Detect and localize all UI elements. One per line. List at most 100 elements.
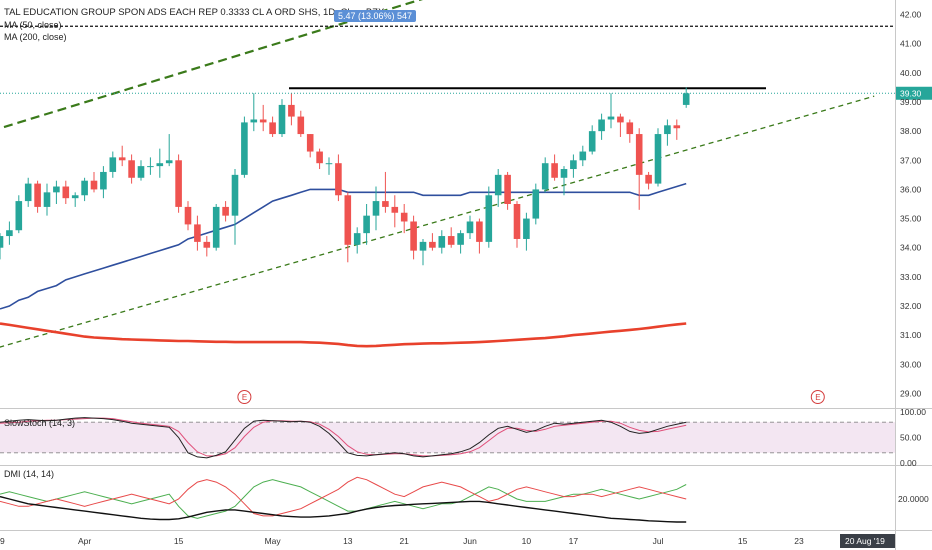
candle — [241, 116, 248, 178]
candle-body — [71, 195, 79, 199]
ma50-line — [0, 182, 687, 310]
candle-body — [43, 192, 51, 207]
candle — [494, 169, 502, 207]
candle-body — [109, 157, 117, 172]
candle-body — [269, 122, 276, 135]
candle-body — [391, 206, 399, 213]
candle — [485, 186, 493, 248]
candle-body — [194, 224, 201, 242]
price-tick-label: 36.00 — [900, 184, 922, 194]
candle-body — [419, 241, 427, 251]
candle-body — [53, 186, 60, 193]
candle-body — [128, 160, 135, 178]
candle — [269, 116, 276, 137]
time-tick-label: Apr — [78, 536, 91, 546]
dmi-plus-line — [0, 479, 687, 519]
candle-body — [485, 195, 493, 242]
candle-body — [222, 206, 229, 216]
candle — [175, 154, 182, 213]
candle-body — [400, 212, 408, 222]
last-price-tag — [896, 86, 932, 100]
candle-body — [523, 218, 530, 239]
candle — [194, 215, 201, 251]
candle — [231, 169, 239, 245]
dmi-legend[interactable]: DMI (14, 14) — [4, 469, 55, 479]
candle — [457, 230, 464, 254]
candle-body — [24, 183, 32, 202]
candle-body — [231, 174, 239, 216]
price-tick-label: 30.00 — [900, 359, 922, 369]
candle-body — [306, 134, 314, 152]
candle-body — [184, 206, 192, 225]
price-tick-label: 32.00 — [900, 301, 922, 311]
candle — [363, 204, 370, 245]
candle — [429, 233, 436, 251]
candle — [654, 128, 662, 187]
candle — [391, 195, 399, 228]
stoch-tick-label: 100.00 — [900, 407, 926, 417]
candle — [137, 160, 145, 181]
axes: 42.00 41.00 40.00 39.00 38.00 37.00 36.00 35.00… — [0, 10, 929, 548]
candle-body — [81, 180, 88, 196]
time-tick-label: 10 — [522, 536, 532, 546]
candle — [288, 93, 295, 126]
candle-body — [410, 221, 417, 251]
stoch-k-line — [0, 417, 687, 459]
candle-body — [541, 163, 549, 190]
candle — [250, 93, 258, 132]
candle-body — [344, 195, 352, 245]
candle — [617, 113, 624, 137]
price-tick-label: 29.00 — [900, 388, 922, 398]
candle — [335, 154, 342, 202]
candle-body — [335, 163, 342, 196]
candle — [523, 212, 530, 251]
candle-body — [203, 241, 211, 248]
dmi-minus-line — [0, 476, 687, 517]
candle-body — [382, 201, 389, 207]
candle-body — [316, 151, 323, 164]
price-tick-label: 31.00 — [900, 330, 922, 340]
candle — [635, 128, 643, 210]
candle — [306, 134, 314, 158]
candle-body — [62, 186, 70, 199]
stoch-band — [0, 422, 895, 453]
candle — [62, 180, 70, 204]
candle-body — [325, 163, 333, 165]
candle-body — [175, 160, 182, 207]
candle-body — [626, 122, 634, 135]
candle-body — [250, 119, 258, 123]
candle — [664, 119, 671, 146]
stoch-d-line — [0, 417, 687, 457]
candle-body — [34, 183, 41, 207]
candle — [81, 177, 88, 202]
ma200-legend[interactable]: MA (200, close) — [4, 32, 67, 42]
candle — [372, 186, 380, 231]
candle — [24, 177, 32, 207]
candle — [532, 183, 540, 225]
candle-body — [259, 119, 267, 123]
candle-body — [0, 236, 4, 248]
time-tick-label: 17 — [569, 536, 579, 546]
ma50-legend[interactable]: MA (50, close) — [4, 20, 62, 30]
price-tick-label: 41.00 — [900, 39, 922, 49]
candle — [541, 157, 549, 193]
candle-body — [118, 157, 126, 161]
time-tick-label: 15 — [738, 536, 748, 546]
candle — [410, 215, 417, 260]
candle-body — [598, 119, 605, 132]
candle — [90, 171, 98, 193]
time-tick-label: Jul — [653, 536, 664, 546]
candle-body — [447, 236, 455, 245]
candle-body — [560, 169, 568, 178]
adx-line — [0, 495, 687, 523]
candle-body — [353, 233, 361, 245]
candle — [419, 238, 427, 266]
candle — [560, 166, 568, 196]
candle — [316, 148, 323, 170]
candle — [551, 154, 558, 181]
stoch-legend[interactable]: SlowStoch (14, 3) — [4, 418, 76, 428]
stoch-tick-label: 0.00 — [900, 458, 917, 468]
time-tick-label: 23 — [794, 536, 804, 546]
candle — [598, 113, 605, 140]
